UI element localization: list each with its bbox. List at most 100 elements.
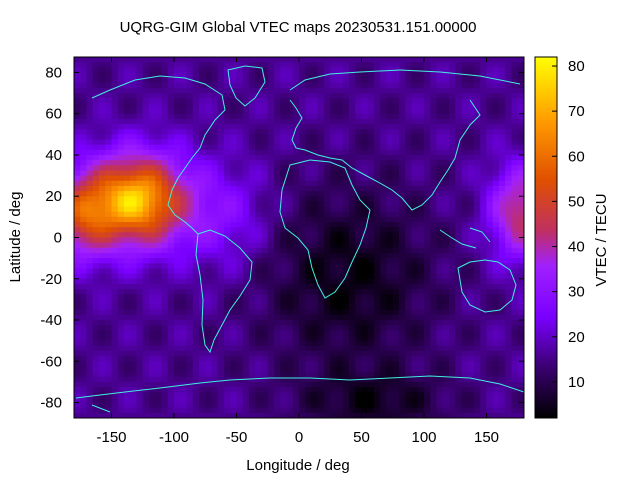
heat-cell <box>324 67 331 73</box>
heat-cell <box>230 201 237 207</box>
heat-cell <box>386 356 394 362</box>
heat-cell <box>405 113 412 120</box>
heat-cell <box>292 402 300 409</box>
heat-cell <box>111 196 119 202</box>
heat-cell <box>180 320 187 326</box>
heat-cell <box>111 206 119 213</box>
heat-cell <box>99 350 106 357</box>
heat-cell <box>267 82 275 89</box>
heat-cell <box>224 72 231 79</box>
heat-cell <box>130 397 137 403</box>
heat-cell <box>105 211 112 218</box>
heat-cell <box>405 407 412 414</box>
heat-cell <box>480 160 487 166</box>
heat-cell <box>105 196 112 202</box>
heat-cell <box>480 57 487 63</box>
heat-cell <box>317 258 325 264</box>
heat-cell <box>305 211 312 218</box>
heat-cell <box>80 196 87 202</box>
heat-cell <box>449 191 456 197</box>
heat-cell <box>405 62 412 68</box>
heat-cell <box>317 320 325 326</box>
heat-cell <box>430 350 437 357</box>
heat-cell <box>155 273 162 280</box>
heat-cell <box>224 381 231 388</box>
heat-cell <box>99 222 106 228</box>
heat-cell <box>255 113 262 120</box>
heat-cell <box>486 283 494 290</box>
heat-cell <box>311 160 319 166</box>
heat-cell <box>111 278 119 285</box>
heat-cell <box>199 350 206 357</box>
heat-cell <box>217 227 225 233</box>
heat-cell <box>455 165 462 171</box>
heat-cell <box>130 57 137 63</box>
heat-cell <box>442 335 450 342</box>
heat-cell <box>230 381 237 388</box>
heat-cell <box>217 191 225 197</box>
heat-cell <box>267 247 275 254</box>
heat-cell <box>449 309 456 316</box>
heat-cell <box>117 325 125 331</box>
heat-cell <box>430 72 437 79</box>
heat-cell <box>511 129 519 135</box>
heat-cell <box>467 144 475 151</box>
heat-cell <box>492 211 500 218</box>
heat-cell <box>267 67 275 73</box>
heat-cell <box>355 314 362 321</box>
heat-cell <box>242 154 250 161</box>
heat-cell <box>342 407 350 414</box>
heat-cell <box>211 57 219 63</box>
heat-cell <box>486 154 494 161</box>
heat-cell <box>499 237 506 244</box>
heat-cell <box>142 62 150 68</box>
heat-cell <box>180 366 187 372</box>
heat-cell <box>267 113 275 120</box>
heat-cell <box>267 227 275 233</box>
heat-cell <box>492 82 500 89</box>
heat-cell <box>467 191 475 197</box>
heat-cell <box>80 201 87 207</box>
heat-cell <box>492 154 500 161</box>
heat-cell <box>186 294 194 300</box>
heat-cell <box>174 350 181 357</box>
heat-cell <box>99 258 106 264</box>
heat-cell <box>255 366 262 372</box>
heat-cell <box>174 289 181 295</box>
heat-cell <box>161 289 169 295</box>
heat-cell <box>124 412 131 418</box>
heat-cell <box>467 320 475 326</box>
heat-cell <box>461 278 469 285</box>
heat-cell <box>174 180 181 187</box>
heat-cell <box>261 103 269 109</box>
heat-cell <box>492 160 500 166</box>
heat-cell <box>299 201 306 207</box>
heat-cell <box>424 340 431 347</box>
heat-cell <box>424 289 431 295</box>
heat-cell <box>167 77 175 84</box>
heat-cell <box>124 98 131 104</box>
heat-cell <box>299 170 306 177</box>
heat-cell <box>249 108 256 115</box>
heat-cell <box>474 340 481 347</box>
heat-cell <box>74 350 81 357</box>
heat-cell <box>311 376 319 383</box>
heat-cell <box>242 387 250 393</box>
heat-cell <box>374 72 381 79</box>
heat-cell <box>449 113 456 120</box>
heat-cell <box>342 108 350 115</box>
heat-cell <box>436 247 444 254</box>
heat-cell <box>199 124 206 130</box>
heat-cell <box>142 82 150 89</box>
heat-cell <box>342 397 350 403</box>
heat-cell <box>124 247 131 254</box>
heat-cell <box>155 407 162 414</box>
heat-cell <box>374 356 381 362</box>
heat-cell <box>174 134 181 140</box>
heat-cell <box>505 180 512 187</box>
heat-cell <box>124 361 131 367</box>
heat-cell <box>224 191 231 197</box>
heat-cell <box>111 170 119 177</box>
heat-cell <box>211 93 219 99</box>
heat-cell <box>80 206 87 213</box>
